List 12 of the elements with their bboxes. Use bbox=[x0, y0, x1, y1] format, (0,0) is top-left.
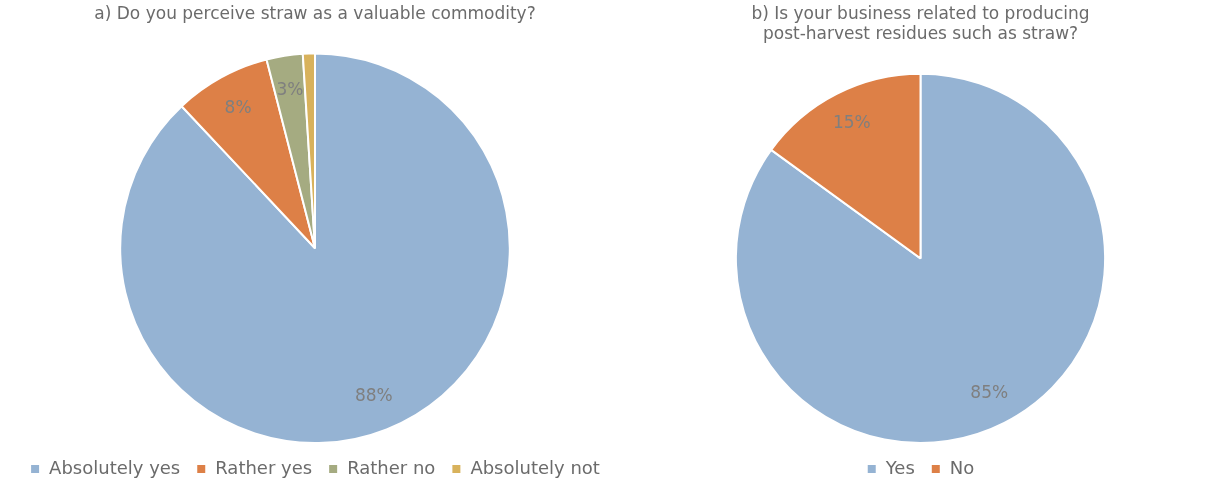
legend-label: Absolutely yes bbox=[49, 456, 181, 478]
legend-label: Rather no bbox=[347, 456, 436, 478]
legend-label: Yes bbox=[884, 456, 915, 478]
legend-label: No bbox=[949, 456, 975, 478]
data-label: 15% bbox=[832, 111, 871, 132]
legend-label: Absolutely not bbox=[470, 456, 600, 478]
legend-label: Rather yes bbox=[215, 456, 313, 478]
data-label: 85% bbox=[970, 381, 1009, 402]
data-label: 88% bbox=[354, 385, 393, 406]
chart-title: b) Is your business related to producing post-harvest residues such as straw? bbox=[751, 2, 1090, 44]
chart-title: a) Do you perceive straw as a valuable commodity? bbox=[94, 2, 536, 23]
data-label: 8% bbox=[224, 96, 252, 117]
